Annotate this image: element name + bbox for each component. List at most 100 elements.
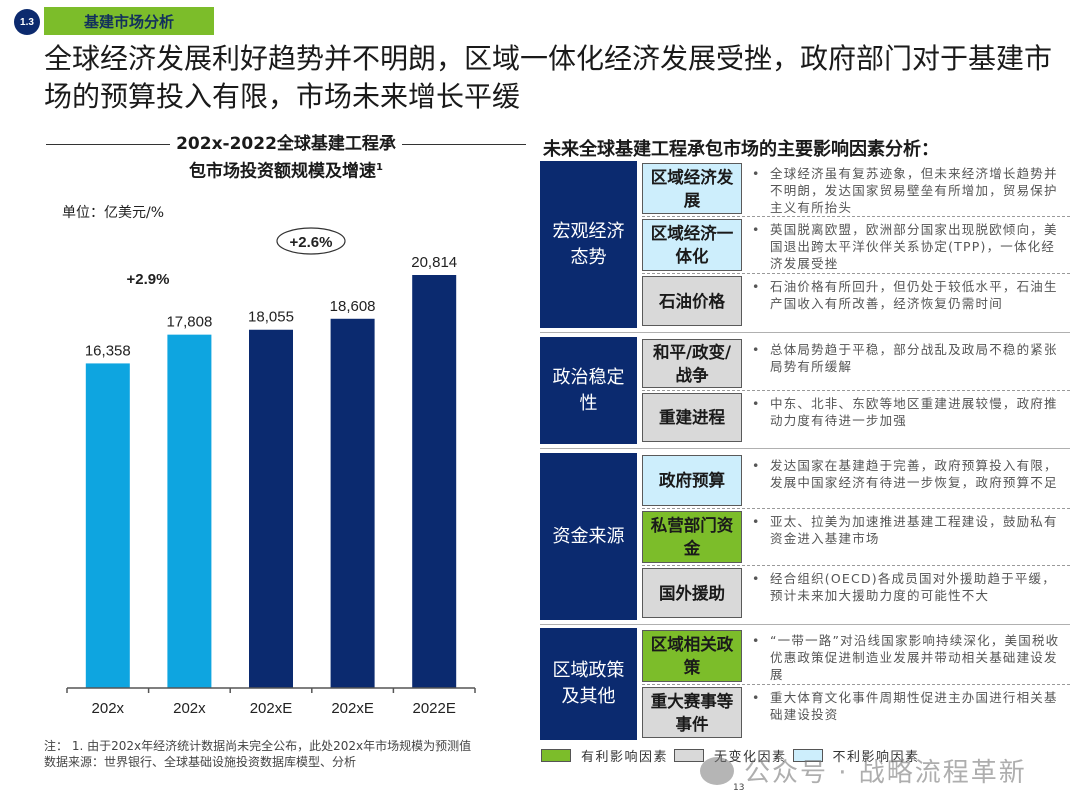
bar [85,363,130,688]
group-divider [540,332,1070,333]
chart-title-line1: 202x-2022全球基建工程承 [176,134,396,154]
factor-description-text: 发达国家在基建趋于完善，政府预算投入有限，发展中国家经济有待进一步恢复，政府预算… [770,458,1058,490]
factor-group: 资金来源 政府预算 • 发达国家在基建趋于完善，政府预算投入有限，发展中国家经济有待进… [540,453,1070,620]
factor-description-text: “一带一路”对沿线国家影响持续深化，美国税收优惠政策促进制造业发展并带动相关基础… [770,633,1060,682]
factor-group: 政治稳定性 和平/政变/战争 • 总体局势趋于平稳，部分战乱及政局不稳的紧张局势有所缓… [540,337,1070,444]
factor-row: 区域经济一体化 • 英国脱离欧盟，欧洲部分国家出现脱欧倾向，美国退出跨太平洋伙伴关系… [642,217,1070,274]
factor-description: • “一带一路”对沿线国家影响持续深化，美国税收优惠政策促进制造业发展并带动相关基… [752,632,1068,683]
legend-swatch [541,749,571,762]
factor-group: 区域政策及其他 区域相关政策 • “一带一路”对沿线国家影响持续深化，美国税收优惠政策… [540,628,1070,740]
factor-row: 和平/政变/战争 • 总体局势趋于平稳，部分战乱及政局不稳的紧张局势有所缓解 [642,337,1070,391]
factor-row: 重建进程 • 中东、北非、东欧等地区重建进展较慢，政府推动力度有待进一步加强 [642,391,1070,444]
growth-annotation-ellipse [276,227,346,255]
x-tick-label: 202x [173,700,206,717]
bullet-icon: • [752,571,761,586]
legend-item-positive: 有利影响因素 [541,746,668,765]
legend-label: 有利影响因素 [581,750,669,765]
factor-label: 区域经济一体化 [642,219,742,271]
factor-description-text: 石油价格有所回升，但仍处于较低水平，石油生产国收入有所改善，经济恢复仍需时间 [770,279,1058,311]
factor-description: • 总体局势趋于平稳，部分战乱及政局不稳的紧张局势有所缓解 [752,341,1068,375]
page-headline: 全球经济发展利好趋势并不明朗，区域一体化经济发展受挫，政府部门对于基建市场的预算… [44,42,1053,113]
bullet-icon: • [752,279,761,294]
factor-description: • 石油价格有所回升，但仍处于较低水平，石油生产国收入有所改善，经济恢复仍需时间 [752,278,1068,312]
bullet-icon: • [752,396,761,411]
legend-swatch [792,749,823,762]
factor-row: 重大赛事等事件 • 重大体育文化事件周期性促进主办国进行相关基础建设投资 [642,685,1070,740]
factor-description: • 中东、北非、东欧等地区重建进展较慢，政府推动力度有待进一步加强 [752,395,1068,429]
legend-label: 无变化因素 [714,750,787,765]
watermark: 公众号 · 战略流程革新 [700,752,1027,789]
factor-row: 区域相关政策 • “一带一路”对沿线国家影响持续深化，美国税收优惠政策促进制造业发展… [642,628,1070,685]
bar-value-label: 17,808 [166,314,212,331]
factor-label: 政府预算 [642,455,742,506]
factor-description-text: 英国脱离欧盟，欧洲部分国家出现脱欧倾向，美国退出跨太平洋伙伴关系协定(TPP)，… [770,222,1058,271]
factor-label: 区域经济发展 [642,163,742,214]
factor-description: • 重大体育文化事件周期性促进主办国进行相关基础建设投资 [752,689,1068,723]
factor-group: 宏观经济态势 区域经济发展 • 全球经济虽有复苏迹象，但未来经济增长趋势并不明朗，发达… [540,161,1070,328]
bullet-icon: • [752,633,761,648]
factor-description: • 发达国家在基建趋于完善，政府预算投入有限，发展中国家经济有待进一步恢复，政府预… [752,457,1068,491]
factor-category: 政治稳定性 [540,337,637,444]
bullet-icon: • [752,458,761,473]
factor-description: • 全球经济虽有复苏迹象，但未来经济增长趋势并不明朗，发达国家贸易壁垒有所增加，贸… [752,165,1068,216]
section-number-badge: 1.3 [14,9,40,35]
factors-title: 未来全球基建工程承包市场的主要影响因素分析： [543,139,939,160]
note-line: 注： 1. 由于202x年经济统计数据尚未完全公布，此处202x年市场规模为预测… [44,739,472,753]
factor-category: 宏观经济态势 [540,161,637,328]
factor-description: • 经合组织(OECD)各成员国对外援助趋于平缓，预计未来加大援助力度的可能性不大 [752,570,1068,604]
factor-label: 和平/政变/战争 [642,339,742,388]
bullet-icon: • [752,166,761,181]
bullet-icon: • [752,222,761,237]
factor-label: 国外援助 [642,568,742,618]
factor-label: 重大赛事等事件 [642,687,742,738]
factor-label: 区域相关政策 [642,630,742,682]
chart-title-line2: 包市场投资额规模及增速 [189,161,377,182]
factor-label: 石油价格 [642,276,742,326]
factor-description-text: 重大体育文化事件周期性促进主办国进行相关基础建设投资 [770,690,1058,722]
bar [249,329,293,688]
x-tick-label: 202xE [250,700,293,717]
source-line: 数据来源：世界银行、全球基础设施投资数据库模型、分析 [44,755,357,769]
group-divider [540,448,1070,449]
legend-swatch [674,749,705,762]
watermark-text: 公众号 · 战略流程革新 [744,758,1027,788]
wechat-icon [700,756,734,785]
bar-value-label: 18,608 [330,298,376,315]
bar [330,318,375,688]
bar [412,275,457,688]
factor-description-text: 全球经济虽有复苏迹象，但未来经济增长趋势并不明朗，发达国家贸易壁垒有所增加，贸易… [770,166,1058,215]
impact-legend: 有利影响因素 无变化因素 不利影响因素 [541,746,926,765]
unit-label: 单位：亿美元/% [62,205,165,221]
factor-description-text: 经合组织(OECD)各成员国对外援助趋于平缓，预计未来加大援助力度的可能性不大 [770,571,1056,603]
factor-category: 区域政策及其他 [540,628,637,740]
legend-label: 不利影响因素 [832,750,920,765]
bar-value-label: 18,055 [248,309,294,326]
x-tick-label: 202xE [331,700,374,717]
chart-title: 202x-2022全球基建工程承 包市场投资额规模及增速1 [46,132,527,184]
title-rule-right [401,143,527,145]
factor-row: 区域经济发展 • 全球经济虽有复苏迹象，但未来经济增长趋势并不明朗，发达国家贸易壁垒… [642,161,1070,217]
factor-row: 国外援助 • 经合组织(OECD)各成员国对外援助趋于平缓，预计未来加大援助力度的可… [642,566,1070,620]
bullet-icon: • [752,690,761,705]
factor-label: 私营部门资金 [642,511,742,563]
factor-label: 重建进程 [642,393,742,442]
factor-description-text: 亚太、拉美为加速推进基建工程建设，鼓励私有资金进入基建市场 [770,514,1058,546]
page-number: 13 [733,783,745,793]
factor-description-text: 总体局势趋于平稳，部分战乱及政局不稳的紧张局势有所缓解 [770,342,1058,374]
factor-description: • 亚太、拉美为加速推进基建工程建设，鼓励私有资金进入基建市场 [752,513,1068,547]
title-rule-left [46,143,171,145]
footnote-mark: 1 [376,162,383,173]
group-divider [540,624,1070,625]
x-tick-label: 202x [92,700,125,717]
factor-row: 石油价格 • 石油价格有所回升，但仍处于较低水平，石油生产国收入有所改善，经济恢复仍… [642,274,1070,328]
x-tick-label: 2022E [413,700,456,717]
factor-row: 私营部门资金 • 亚太、拉美为加速推进基建工程建设，鼓励私有资金进入基建市场 [642,509,1070,566]
factor-row: 政府预算 • 发达国家在基建趋于完善，政府预算投入有限，发展中国家经济有待进一步恢复… [642,453,1070,509]
factor-description: • 英国脱离欧盟，欧洲部分国家出现脱欧倾向，美国退出跨太平洋伙伴关系协定(TPP)… [752,221,1068,272]
bullet-icon: • [752,514,761,529]
bar-value-label: 16,358 [85,342,131,359]
bar [167,334,212,688]
bar-value-label: 20,814 [411,254,457,271]
growth-annotation-actual: +2.9% [127,271,170,288]
bar-chart: 16,358 202x 17,808 202x 18,055 202xE 18,608 202… [66,227,476,717]
